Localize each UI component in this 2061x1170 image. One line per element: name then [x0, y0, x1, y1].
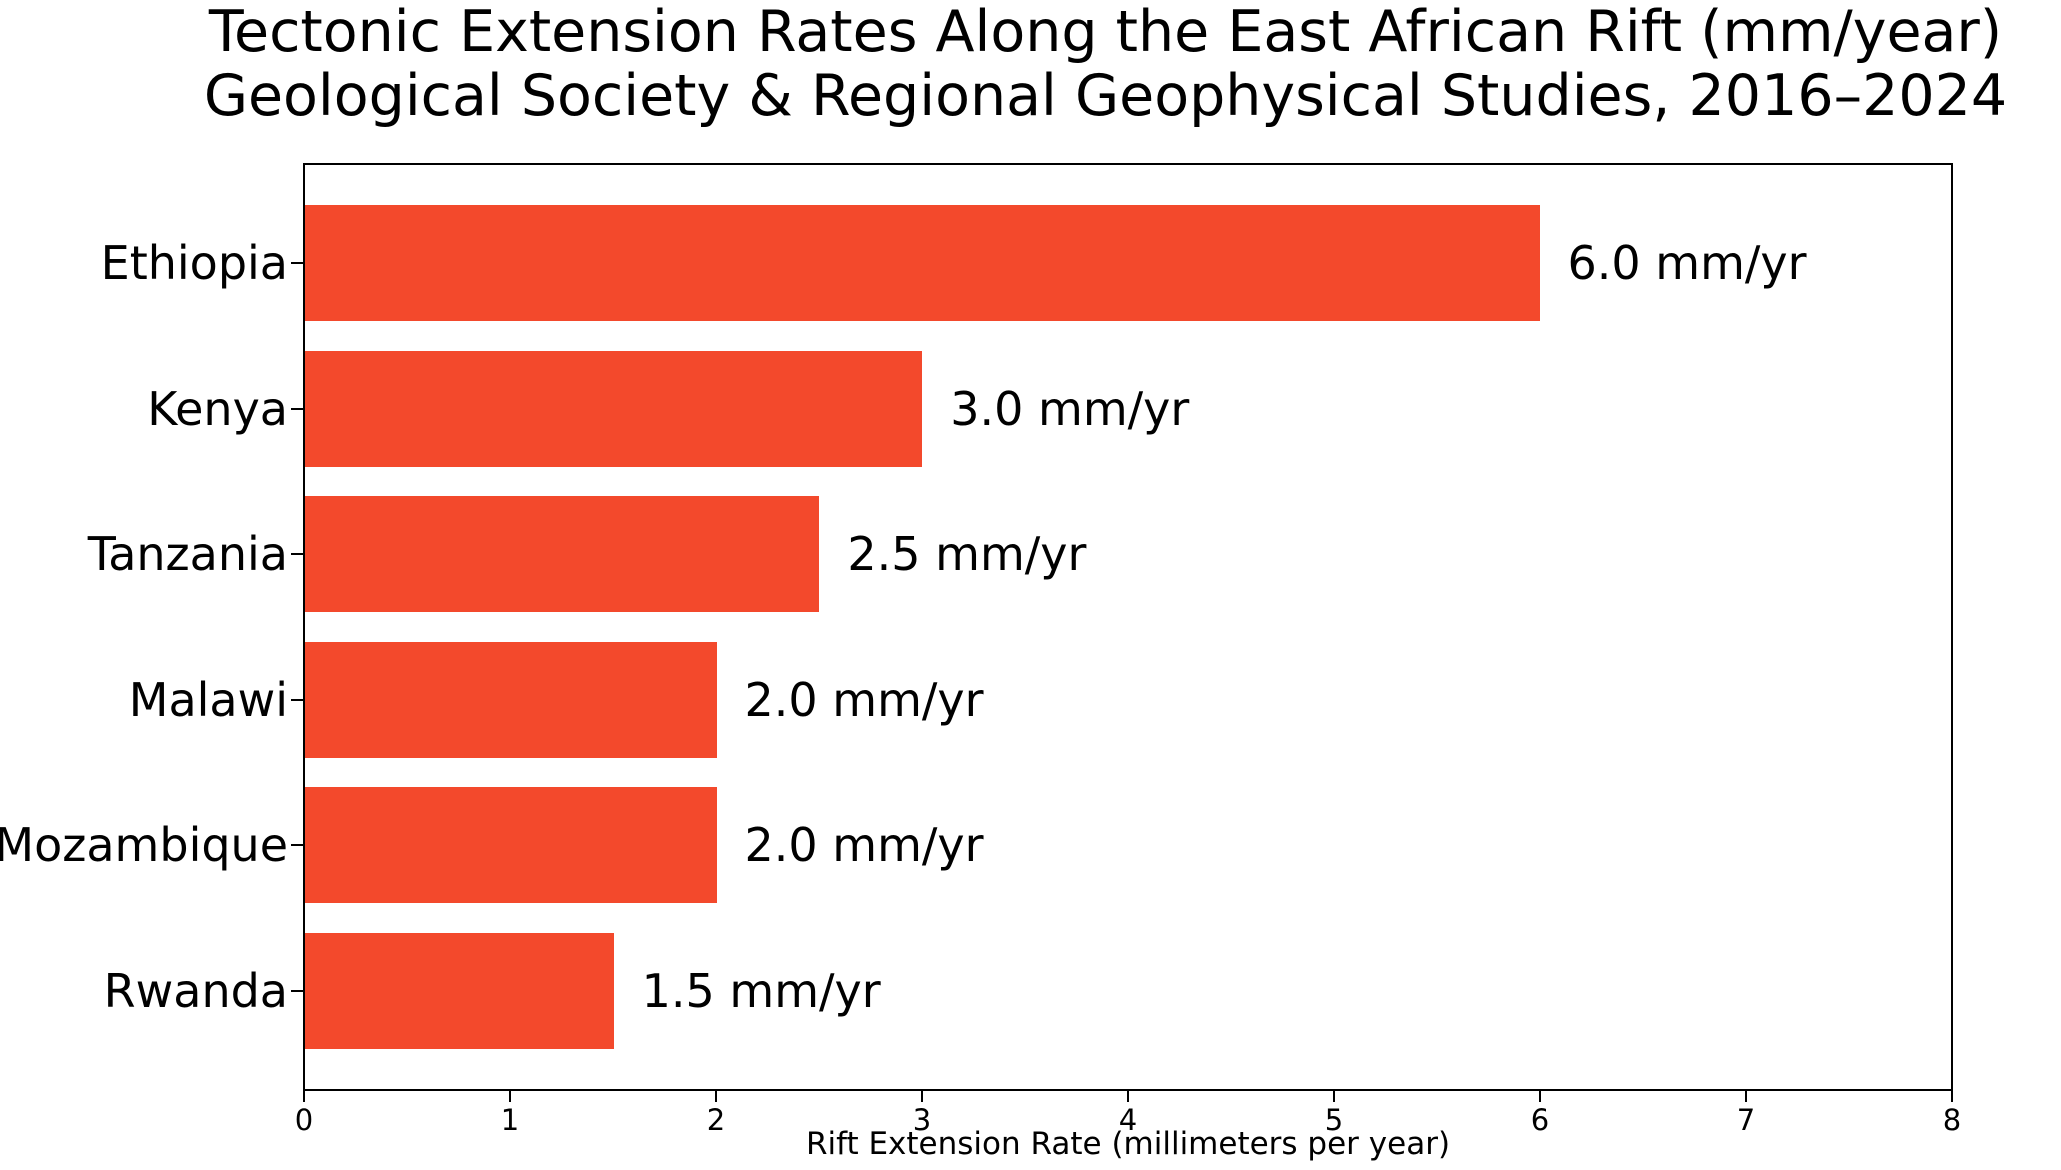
y-tick-mark-malawi — [291, 698, 303, 701]
bar-value-label-malawi: 2.0 mm/yr — [744, 672, 984, 727]
y-tick-mark-rwanda — [291, 989, 303, 992]
x-tick-mark-4 — [1127, 1091, 1129, 1102]
y-tick-label-ethiopia: Ethiopia — [100, 236, 288, 290]
bar-value-label-ethiopia: 6.0 mm/yr — [1567, 236, 1807, 290]
x-axis-label: Rift Extension Rate (millimeters per yea… — [805, 1126, 1451, 1162]
x-tick-label-6: 6 — [1530, 1103, 1550, 1137]
y-tick-mark-tanzania — [291, 553, 303, 555]
chart-title-line2: Geological Society & Regional Geophysica… — [203, 63, 2008, 130]
bar-ethiopia — [305, 205, 1540, 321]
x-tick-label-5: 5 — [1324, 1103, 1344, 1137]
chart-title: Tectonic Extension Rates Along the East … — [150, 0, 2061, 129]
x-tick-mark-3 — [921, 1091, 923, 1102]
x-tick-mark-6 — [1539, 1091, 1541, 1102]
bar-malawi — [305, 641, 717, 758]
y-tick-label-rwanda: Rwanda — [103, 963, 288, 1018]
bar-value-label-kenya: 3.0 mm/yr — [950, 381, 1190, 436]
x-tick-mark-5 — [1333, 1091, 1335, 1102]
x-tick-mark-8 — [1951, 1091, 1953, 1102]
y-tick-mark-kenya — [291, 407, 303, 410]
y-tick-label-tanzania: Tanzania — [87, 527, 288, 581]
x-tick-label-4: 4 — [1118, 1103, 1138, 1137]
x-tick-mark-2 — [715, 1091, 717, 1102]
y-tick-label-kenya: Kenya — [147, 381, 288, 436]
x-tick-mark-1 — [509, 1091, 511, 1102]
x-tick-mark-7 — [1745, 1091, 1747, 1102]
x-tick-label-7: 7 — [1736, 1103, 1756, 1137]
y-tick-label-mozambique: Mozambique — [0, 818, 288, 872]
y-tick-label-malawi: Malawi — [128, 672, 288, 727]
x-tick-label-2: 2 — [706, 1103, 726, 1137]
x-tick-label-3: 3 — [912, 1103, 932, 1137]
x-tick-mark-0 — [303, 1091, 305, 1102]
bar-value-label-rwanda: 1.5 mm/yr — [641, 963, 881, 1018]
chart-title-line1: Tectonic Extension Rates Along the East … — [208, 0, 2003, 65]
bar-mozambique — [305, 787, 717, 903]
y-tick-mark-ethiopia — [291, 262, 303, 264]
x-tick-label-1: 1 — [500, 1103, 520, 1137]
y-tick-mark-mozambique — [291, 844, 303, 846]
bar-rwanda — [305, 932, 614, 1049]
bar-value-label-mozambique: 2.0 mm/yr — [744, 818, 984, 872]
bar-tanzania — [305, 496, 820, 612]
x-tick-label-8: 8 — [1942, 1103, 1962, 1137]
bar-kenya — [305, 350, 923, 467]
bar-value-label-tanzania: 2.5 mm/yr — [847, 527, 1087, 581]
x-tick-label-0: 0 — [294, 1103, 314, 1137]
